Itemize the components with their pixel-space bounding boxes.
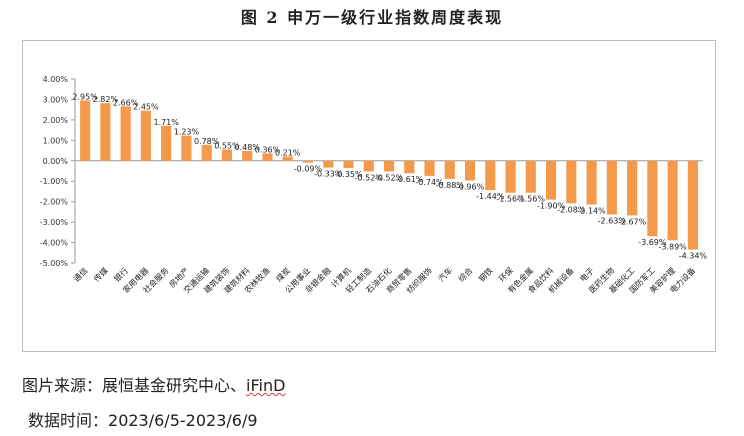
y-tick-label: 2.00%: [43, 116, 69, 125]
y-tick-label: -5.00%: [40, 259, 69, 268]
data-label-2: 2.82%: [93, 95, 119, 104]
bar-17: [404, 160, 415, 174]
bar-25: [566, 160, 577, 204]
y-tick-label: -1.00%: [40, 177, 69, 186]
data-label-8: 0.55%: [214, 142, 240, 151]
bar-21: [485, 160, 496, 191]
bar-6: [181, 135, 192, 161]
bar-1: [80, 100, 91, 161]
data-label-26: -2.14%: [577, 207, 606, 216]
date-label: 数据时间：: [28, 411, 109, 430]
data-label-17: -0.61%: [395, 175, 424, 184]
data-label-14: -0.35%: [334, 170, 363, 179]
data-label-15: -0.52%: [355, 173, 384, 182]
category-label-1: 通信: [71, 265, 89, 283]
data-label-29: -3.69%: [638, 238, 667, 247]
data-label-27: -2.63%: [598, 217, 627, 226]
data-label-6: 1.23%: [174, 128, 200, 137]
category-label-20: 综合: [456, 265, 474, 283]
data-label-11: 0.21%: [275, 148, 301, 157]
date-text: 2023/6/5-2023/6/9: [108, 411, 258, 430]
data-label-28: -2.67%: [618, 217, 647, 226]
bar-2: [100, 103, 111, 161]
bar-14: [343, 160, 354, 168]
category-label-3: 银行: [112, 265, 130, 283]
chart-frame: 4.00% 3.00% 2.00% 1.00% 0.00% -1.00% -2.00% -3.…: [22, 40, 716, 352]
data-label-20: -0.96%: [456, 182, 485, 191]
bar-24: [546, 160, 557, 200]
y-tick-label: -2.00%: [40, 198, 69, 207]
bar-27: [606, 160, 617, 215]
bar-23: [525, 160, 536, 193]
category-label-2: 传媒: [91, 265, 109, 283]
data-label-21: -1.44%: [476, 192, 505, 201]
axis-layer: 4.00% 3.00% 2.00% 1.00% 0.00% -1.00% -2.00% -3.…: [40, 75, 703, 268]
bar-31: [687, 160, 698, 250]
data-label-5: 1.71%: [153, 118, 179, 127]
bar-13: [323, 160, 334, 168]
bar-16: [383, 160, 395, 172]
data-label-16: -0.52%: [375, 173, 404, 182]
bar-9: [242, 150, 253, 161]
bar-4: [140, 110, 151, 161]
source-label: 图片来源：: [22, 376, 103, 395]
bar-3: [120, 106, 131, 161]
bar-7: [201, 144, 212, 161]
data-label-22: -1.56%: [496, 195, 525, 204]
figure-title: 图 2 申万一级行业指数周度表现: [240, 8, 504, 27]
category-label-19: 汽车: [436, 265, 454, 283]
bar-22: [505, 160, 516, 193]
data-label-19: -0.88%: [436, 181, 465, 190]
category-label-22: 环保: [497, 265, 515, 283]
bar-chart: 4.00% 3.00% 2.00% 1.00% 0.00% -1.00% -2.00% -3.…: [40, 75, 708, 295]
bar-26: [586, 160, 597, 205]
data-label-layer: 2.95%2.82%2.66%2.45% 1.71%1.23%0.78%0.55%…: [72, 92, 707, 260]
category-label-26: 电子: [578, 265, 596, 283]
data-label-23: -1.56%: [517, 195, 546, 204]
data-label-31: -4.34%: [679, 252, 708, 261]
data-label-25: -2.08%: [557, 205, 586, 214]
data-label-13: -0.33%: [314, 170, 343, 179]
bar-15: [363, 160, 374, 172]
bar-20: [464, 160, 476, 181]
date-line: 数据时间：2023/6/5-2023/6/9: [28, 407, 258, 431]
y-tick-label: 0.00%: [43, 157, 69, 166]
bar-29: [647, 160, 658, 237]
bar-10: [262, 153, 273, 161]
data-label-12: -0.09%: [294, 165, 323, 174]
y-tick-label: 4.00%: [43, 75, 69, 84]
data-label-18: -0.74%: [415, 178, 444, 187]
y-tick-label: -3.00%: [40, 218, 69, 227]
data-label-24: -1.90%: [537, 202, 566, 211]
data-label-1: 2.95%: [72, 92, 98, 101]
data-label-9: 0.48%: [234, 143, 260, 152]
bar-18: [424, 160, 435, 176]
bar-19: [444, 160, 455, 179]
category-label-21: 钢铁: [476, 265, 494, 283]
category-label-11: 煤炭: [274, 265, 292, 283]
bar-8: [221, 149, 232, 161]
source-text: 展恒基金研究中心、: [102, 376, 247, 395]
bar-layer: [80, 100, 698, 250]
y-tick-label: 3.00%: [43, 95, 69, 104]
bar-30: [667, 160, 678, 241]
source-brand: iFinD: [246, 376, 286, 395]
bar-5: [161, 125, 172, 161]
data-label-7: 0.78%: [194, 137, 220, 146]
y-tick-label: -4.00%: [40, 239, 69, 248]
source-line: 图片来源：展恒基金研究中心、iFinD: [22, 372, 285, 396]
bar-11: [282, 156, 293, 161]
data-label-4: 2.45%: [133, 103, 159, 112]
data-label-3: 2.66%: [113, 98, 139, 107]
data-label-10: 0.36%: [255, 145, 281, 154]
bar-12: [302, 160, 314, 163]
data-label-30: -3.89%: [658, 242, 687, 251]
y-tick-label: 1.00%: [43, 136, 69, 145]
bar-28: [627, 160, 638, 216]
